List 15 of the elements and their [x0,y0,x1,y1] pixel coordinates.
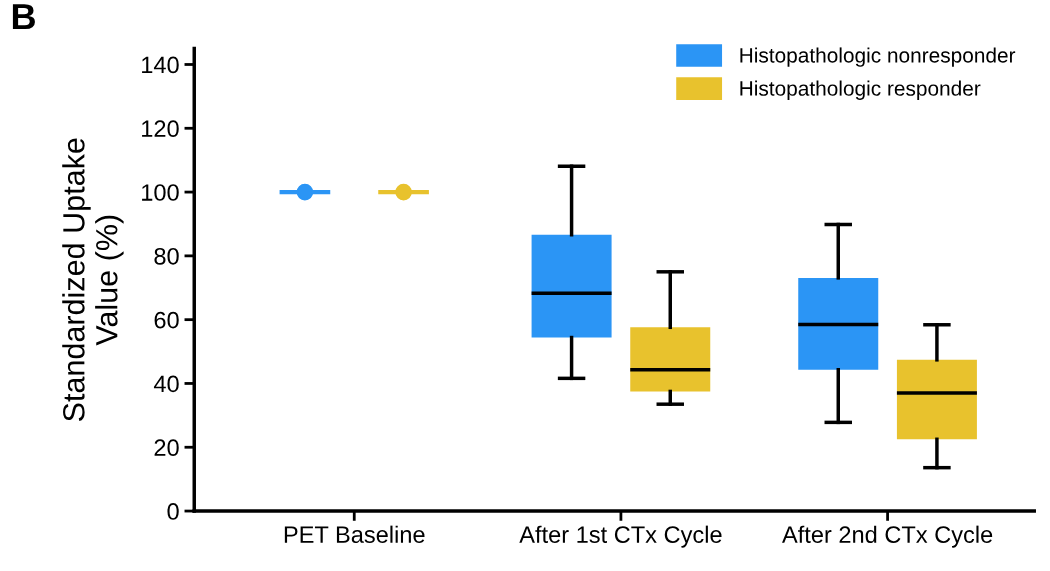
y-tick-label: 40 [153,375,179,393]
legend-label: Histopathologic nonresponder [740,47,1016,67]
y-axis-title: Standardized Uptake Value (%) [62,138,124,422]
x-tick-label: After 2nd CTx Cycle [782,525,993,548]
y-tick-label: 60 [154,311,179,329]
y-tick-label: 140 [142,56,179,74]
y-tick-label: 0 [167,503,179,520]
y-tick-label: 120 [142,120,179,138]
y-tick-label: 100 [142,184,179,201]
legend-label: Histopathologic responder [740,80,981,100]
y-tick-label: 80 [154,247,179,265]
x-tick-label: After 1st CTx Cycle [519,525,722,548]
chart-title: B [12,4,35,30]
y-tick-label: 20 [154,439,179,457]
x-tick-label: PET Baseline [284,525,425,543]
